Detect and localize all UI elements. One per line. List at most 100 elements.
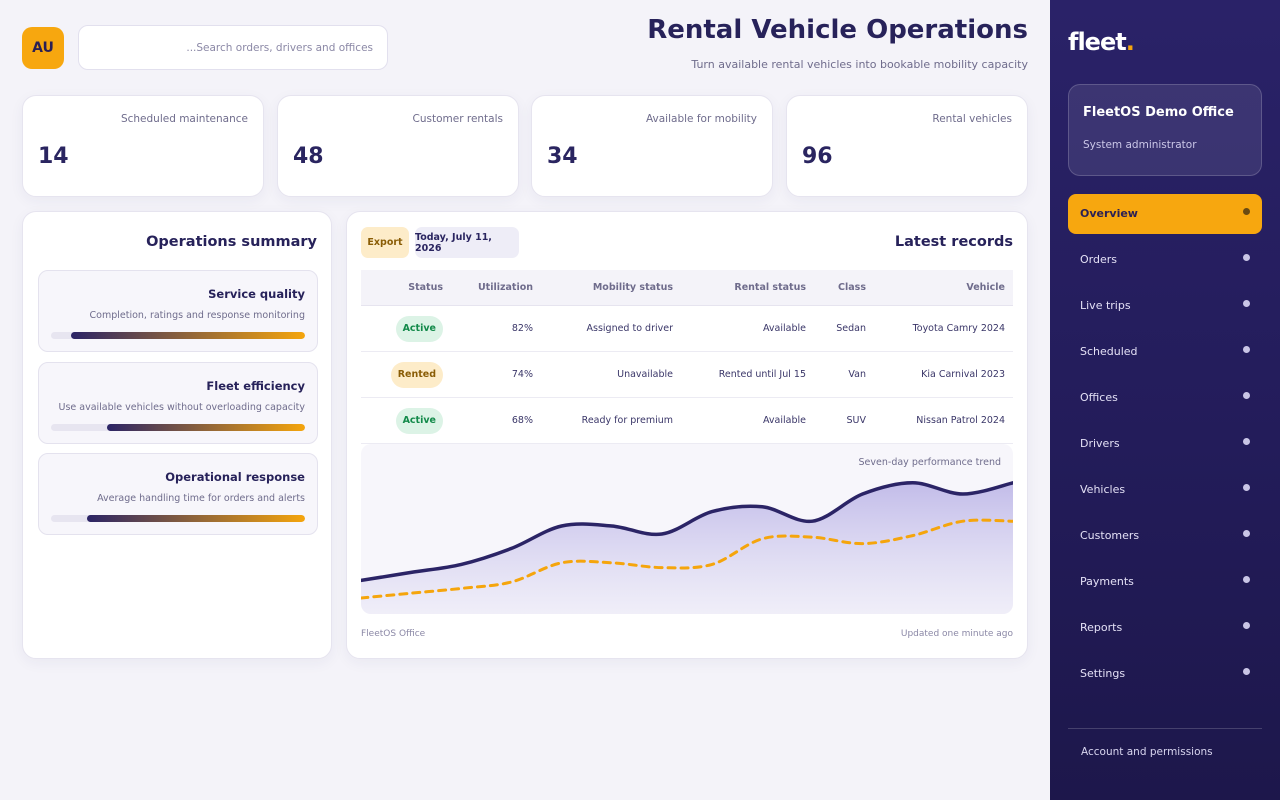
column-header-rental[interactable]: Rental status bbox=[734, 282, 806, 293]
sidebar-item-label: Reports bbox=[1080, 621, 1123, 634]
utilization-cell: 82% bbox=[511, 323, 533, 334]
sidebar-nav: Overview Orders Live trips Scheduled Off… bbox=[1068, 194, 1262, 700]
bullet-icon bbox=[1243, 576, 1250, 583]
column-header-utilization[interactable]: Utilization bbox=[477, 282, 533, 293]
metric-title: Fleet efficiency bbox=[206, 379, 305, 393]
sidebar-item-label: Scheduled bbox=[1080, 345, 1138, 358]
export-button[interactable]: Export bbox=[361, 227, 409, 258]
sidebar-divider bbox=[1068, 728, 1262, 729]
sidebar-item-orders[interactable]: Orders bbox=[1068, 240, 1262, 280]
status-cell: Rented bbox=[361, 352, 443, 397]
status-cell: Active bbox=[361, 398, 443, 443]
sidebar-item-scheduled[interactable]: Scheduled bbox=[1068, 332, 1262, 372]
last-updated-label: Updated one minute ago bbox=[900, 629, 1013, 639]
column-header-class[interactable]: Class bbox=[838, 282, 866, 293]
bullet-icon bbox=[1243, 622, 1250, 629]
progress-fill bbox=[106, 424, 305, 431]
sidebar: fleet. FleetOS Demo Office System admini… bbox=[1050, 0, 1280, 800]
mobility-cell: Unavailable bbox=[617, 369, 673, 380]
stat-card-rental-vehicles: Rental vehicles 96 bbox=[786, 95, 1028, 197]
operations-summary-panel: Operations summary Service quality Compl… bbox=[22, 211, 332, 659]
stat-value: 48 bbox=[293, 144, 324, 169]
fleet-logo[interactable]: fleet. bbox=[1068, 28, 1135, 56]
sidebar-item-label: Orders bbox=[1080, 253, 1117, 266]
metric-operational-response: Operational response Average handling ti… bbox=[38, 453, 318, 535]
sidebar-item-drivers[interactable]: Drivers bbox=[1068, 424, 1262, 464]
column-header-vehicle[interactable]: Vehicle bbox=[966, 282, 1005, 293]
table-row[interactable]: Active 68% Ready for premium Available S… bbox=[361, 398, 1013, 444]
vehicle-cell: Toyota Camry 2024 bbox=[912, 323, 1005, 334]
metric-title: Service quality bbox=[208, 287, 305, 301]
page-title: Rental Vehicle Operations bbox=[647, 15, 1028, 45]
office-name: FleetOS Demo Office bbox=[1083, 105, 1234, 120]
stat-value: 34 bbox=[547, 144, 578, 169]
sidebar-item-label: Customers bbox=[1080, 529, 1140, 542]
table-row[interactable]: Active 82% Assigned to driver Available … bbox=[361, 306, 1013, 352]
series-line-primary bbox=[361, 481, 1013, 583]
stat-label: Rental vehicles bbox=[932, 113, 1012, 125]
metric-description: Average handling time for orders and ale… bbox=[97, 493, 305, 504]
stat-value: 14 bbox=[38, 144, 69, 169]
progress-fill bbox=[71, 332, 305, 339]
utilization-cell: 74% bbox=[511, 369, 533, 380]
bullet-icon bbox=[1243, 530, 1250, 537]
logo-text: fleet bbox=[1068, 28, 1127, 56]
series-line-secondary bbox=[361, 518, 1013, 600]
stat-label: Scheduled maintenance bbox=[120, 113, 248, 125]
status-badge: Rented bbox=[390, 361, 443, 388]
bullet-icon bbox=[1243, 300, 1250, 307]
office-role: System administrator bbox=[1083, 139, 1197, 151]
chart-title: Seven-day performance trend bbox=[858, 457, 1001, 468]
sidebar-item-overview[interactable]: Overview bbox=[1068, 194, 1262, 234]
metric-title: Operational response bbox=[165, 470, 305, 484]
performance-trend-chart: Seven-day performance trend bbox=[361, 444, 1013, 614]
column-header-status[interactable]: Status bbox=[408, 282, 443, 293]
search-input[interactable] bbox=[78, 25, 388, 70]
sidebar-item-payments[interactable]: Payments bbox=[1068, 562, 1262, 602]
panel-title: Latest records bbox=[894, 234, 1013, 250]
progress-track bbox=[51, 424, 305, 431]
mobility-cell: Assigned to driver bbox=[586, 323, 674, 334]
office-card[interactable]: FleetOS Demo Office System administrator bbox=[1068, 84, 1262, 176]
latest-records-panel: Export Today, July 11, 2026 Latest recor… bbox=[346, 211, 1028, 659]
status-badge: Active bbox=[395, 315, 443, 342]
bullet-icon bbox=[1243, 438, 1250, 445]
sidebar-item-vehicles[interactable]: Vehicles bbox=[1068, 470, 1262, 510]
page-subtitle: Turn available rental vehicles into book… bbox=[691, 58, 1028, 71]
stat-label: Customer rentals bbox=[412, 113, 503, 125]
sidebar-item-live-trips[interactable]: Live trips bbox=[1068, 286, 1262, 326]
stat-value: 96 bbox=[802, 144, 833, 169]
vehicle-cell: Kia Carnival 2023 bbox=[921, 369, 1005, 380]
sidebar-item-customers[interactable]: Customers bbox=[1068, 516, 1262, 556]
date-filter[interactable]: Today, July 11, 2026 bbox=[415, 227, 519, 258]
class-cell: SUV bbox=[846, 415, 866, 426]
mobility-cell: Ready for premium bbox=[581, 415, 673, 426]
metric-service-quality: Service quality Completion, ratings and … bbox=[38, 270, 318, 352]
status-cell: Active bbox=[361, 306, 443, 351]
class-cell: Van bbox=[848, 369, 866, 380]
metric-description: Use available vehicles without overloadi… bbox=[58, 402, 305, 413]
office-footer-label: FleetOS Office bbox=[361, 629, 426, 639]
metric-description: Completion, ratings and response monitor… bbox=[89, 310, 306, 321]
rental-cell: Rented until Jul 15 bbox=[718, 369, 806, 380]
records-table: Status Utilization Mobility status Renta… bbox=[361, 270, 1013, 444]
user-avatar[interactable]: AU bbox=[22, 27, 64, 69]
class-cell: Sedan bbox=[836, 323, 866, 334]
sidebar-item-label: Live trips bbox=[1080, 299, 1131, 312]
stat-label: Available for mobility bbox=[645, 113, 757, 125]
sidebar-item-offices[interactable]: Offices bbox=[1068, 378, 1262, 418]
sidebar-item-label: Settings bbox=[1080, 667, 1126, 680]
sidebar-item-label: Offices bbox=[1080, 391, 1118, 404]
table-row[interactable]: Rented 74% Unavailable Rented until Jul … bbox=[361, 352, 1013, 398]
sidebar-item-label: Overview bbox=[1080, 207, 1138, 220]
metric-fleet-efficiency: Fleet efficiency Use available vehicles … bbox=[38, 362, 318, 444]
column-header-mobility[interactable]: Mobility status bbox=[592, 282, 673, 293]
account-permissions-link[interactable]: Account and permissions bbox=[1081, 746, 1213, 758]
sidebar-item-settings[interactable]: Settings bbox=[1068, 654, 1262, 694]
bullet-icon bbox=[1243, 668, 1250, 675]
bullet-icon bbox=[1243, 208, 1250, 215]
status-badge: Active bbox=[395, 407, 443, 434]
progress-track bbox=[51, 332, 305, 339]
sidebar-item-reports[interactable]: Reports bbox=[1068, 608, 1262, 648]
sidebar-item-label: Payments bbox=[1080, 575, 1134, 588]
